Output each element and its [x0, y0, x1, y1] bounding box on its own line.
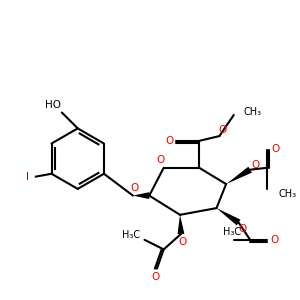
- Text: O: O: [271, 144, 280, 154]
- Text: O: O: [251, 160, 260, 170]
- Text: O: O: [157, 155, 165, 165]
- Text: O: O: [219, 125, 227, 135]
- Text: I: I: [26, 172, 29, 182]
- Text: H₃C: H₃C: [223, 227, 242, 237]
- Text: O: O: [178, 237, 187, 247]
- Polygon shape: [178, 215, 184, 234]
- Polygon shape: [226, 167, 252, 184]
- Text: CH₃: CH₃: [244, 107, 262, 117]
- Text: CH₃: CH₃: [278, 189, 296, 199]
- Text: O: O: [166, 136, 174, 146]
- Text: O: O: [271, 235, 279, 245]
- Polygon shape: [217, 208, 241, 225]
- Text: HO: HO: [45, 100, 61, 110]
- Text: H₃C: H₃C: [122, 230, 141, 241]
- Text: O: O: [152, 272, 160, 282]
- Text: O: O: [130, 182, 139, 193]
- Polygon shape: [133, 192, 149, 199]
- Text: O: O: [239, 224, 247, 234]
